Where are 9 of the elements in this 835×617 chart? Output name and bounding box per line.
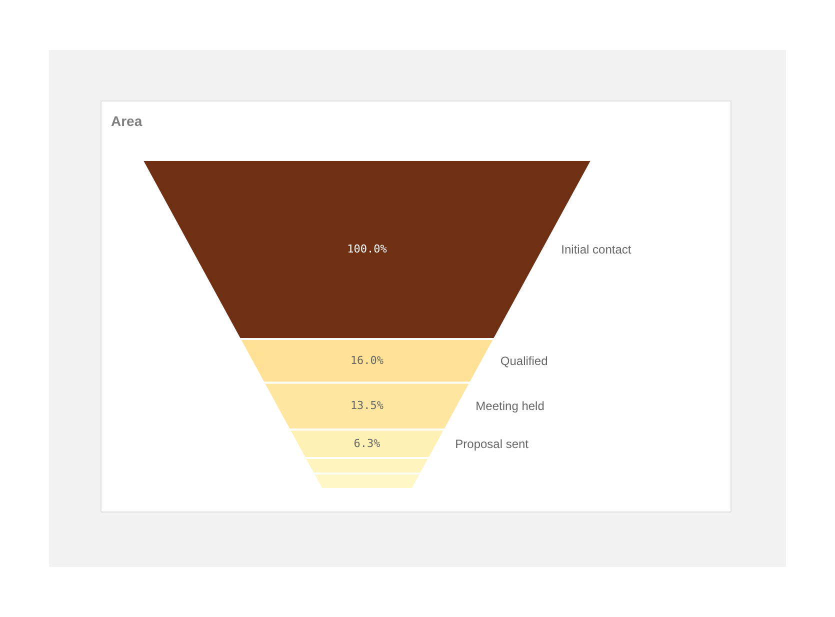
data-label: 13.5%	[350, 399, 384, 412]
category-label: Initial contact	[561, 242, 632, 257]
data-label: 6.3%	[354, 436, 381, 450]
category-label: Qualified	[500, 354, 548, 368]
data-label: 16.0%	[350, 354, 384, 367]
text: Area	[111, 113, 142, 129]
category-label: Meeting held	[476, 399, 544, 414]
data-label: 100.0%	[347, 242, 388, 256]
category-label: Proposal sent	[455, 436, 530, 451]
